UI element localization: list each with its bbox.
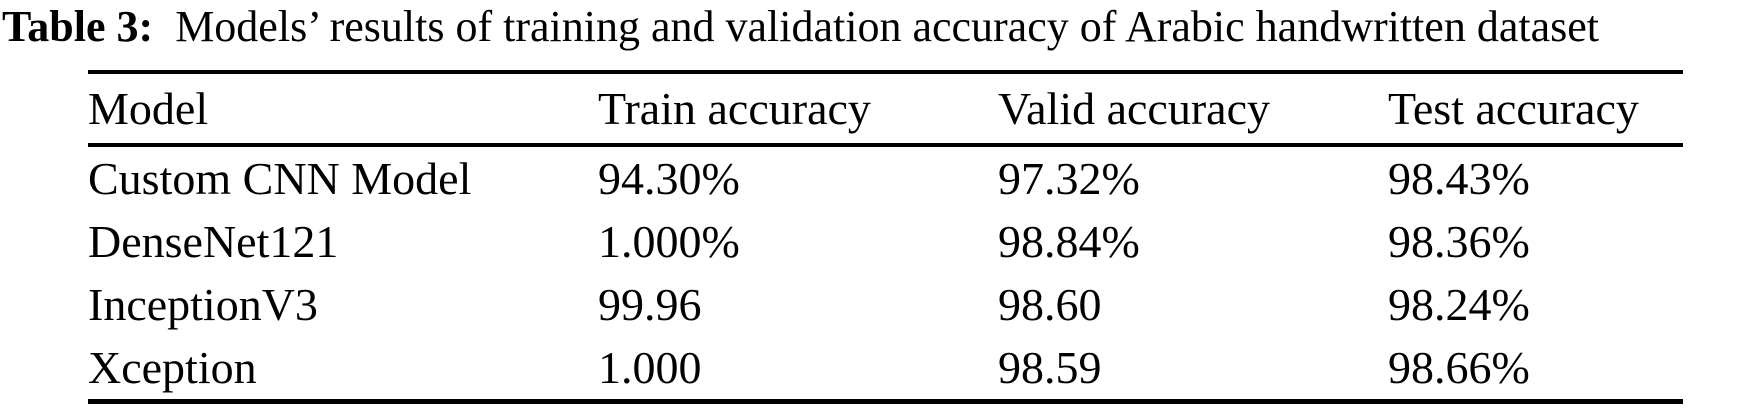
cell-model-name: Custom CNN Model [88,153,472,204]
table-caption-label: Table 3: [2,2,154,51]
cell-valid-accuracy: 98.59 [998,342,1102,393]
cell-test-accuracy: 98.24% [1388,279,1530,330]
cell-model-name: Xception [88,342,257,393]
cell-test-accuracy: 98.43% [1388,153,1530,204]
column-header-valid-accuracy: Valid accuracy [998,72,1388,147]
cell-test-accuracy: 98.66% [1388,342,1530,393]
cell-train-accuracy: 94.30% [598,153,740,204]
cell-test-accuracy: 98.36% [1388,216,1530,267]
header-row: Model Train accuracy Valid accuracy Test… [88,72,1683,147]
results-table: Model Train accuracy Valid accuracy Test… [88,70,1683,404]
table-row: Custom CNN Model 94.30% 97.32% 98.43% [88,145,1683,210]
table-row: Xception 1.000 98.59 98.66% [88,336,1683,402]
cell-valid-accuracy: 97.32% [998,153,1140,204]
cell-valid-accuracy: 98.60 [998,279,1102,330]
column-header-model: Model [88,72,598,147]
cell-valid-accuracy: 98.84% [998,216,1140,267]
table-row: DenseNet121 1.000% 98.84% 98.36% [88,210,1683,273]
column-header-test-accuracy: Test accuracy [1388,72,1683,147]
cell-model-name: InceptionV3 [88,279,318,330]
table-caption-text: Models’ results of training and validati… [175,2,1599,51]
column-header-train-accuracy: Train accuracy [598,72,998,147]
cell-model-name: DenseNet121 [88,216,339,267]
cell-train-accuracy: 1.000 [598,342,702,393]
cell-train-accuracy: 99.96 [598,279,702,330]
table-row: InceptionV3 99.96 98.60 98.24% [88,273,1683,336]
table-caption: Table 3: Models’ results of training and … [0,0,1762,52]
cell-train-accuracy: 1.000% [598,216,740,267]
